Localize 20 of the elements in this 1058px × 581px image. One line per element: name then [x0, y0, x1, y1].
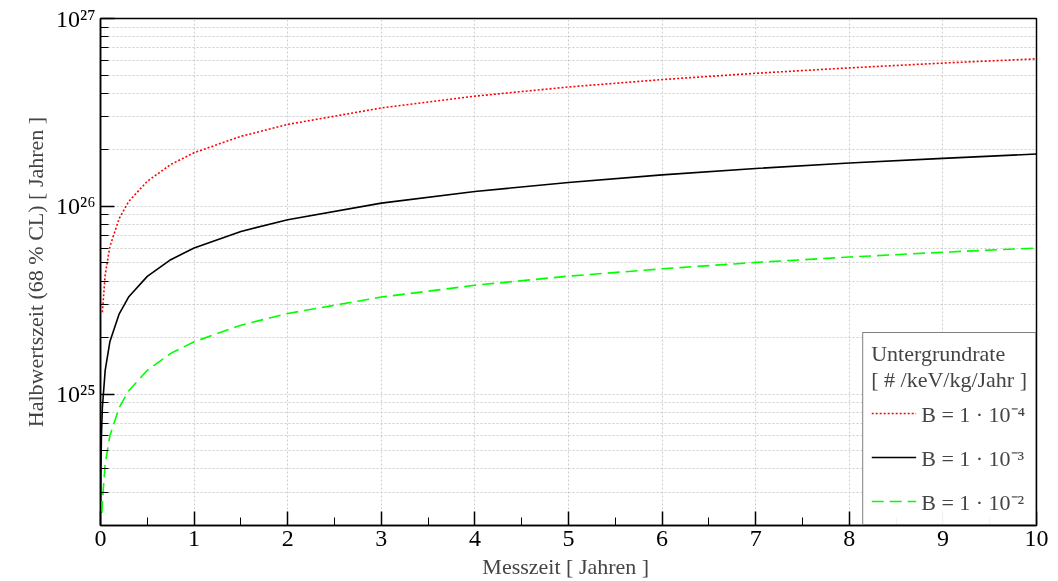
legend-label: B = 1 · 10⁻⁴ [921, 401, 1026, 428]
x-tick-label: 1 [188, 524, 201, 551]
x-tick-label: 0 [94, 524, 107, 551]
legend-label: B = 1 · 10⁻³ [921, 445, 1025, 472]
x-tick-label: 10 [1024, 524, 1049, 551]
x-tick-label: 3 [375, 524, 388, 551]
y-tick-label: 10²⁷ [55, 5, 96, 32]
y-tick-label: 10²⁶ [55, 193, 96, 220]
x-tick-label: 8 [843, 524, 856, 551]
x-tick-label: 9 [936, 524, 949, 551]
x-tick-label: 2 [281, 524, 294, 551]
x-tick-label: 6 [656, 524, 669, 551]
x-axis-title: Messzeit [ Jahren ] [482, 553, 650, 579]
legend-title: Untergrundrate [ # /keV/kg/Jahr ] [871, 341, 1027, 393]
y-tick-label: 10²⁵ [55, 381, 96, 408]
x-tick-label: 4 [468, 524, 481, 551]
x-tick-label: 7 [749, 524, 762, 551]
legend-label: B = 1 · 10⁻² [921, 489, 1025, 516]
x-tick-label: 5 [562, 524, 575, 551]
y-axis-title: Halbwertszeit (68 % CL) [ Jahren ] [22, 116, 48, 428]
